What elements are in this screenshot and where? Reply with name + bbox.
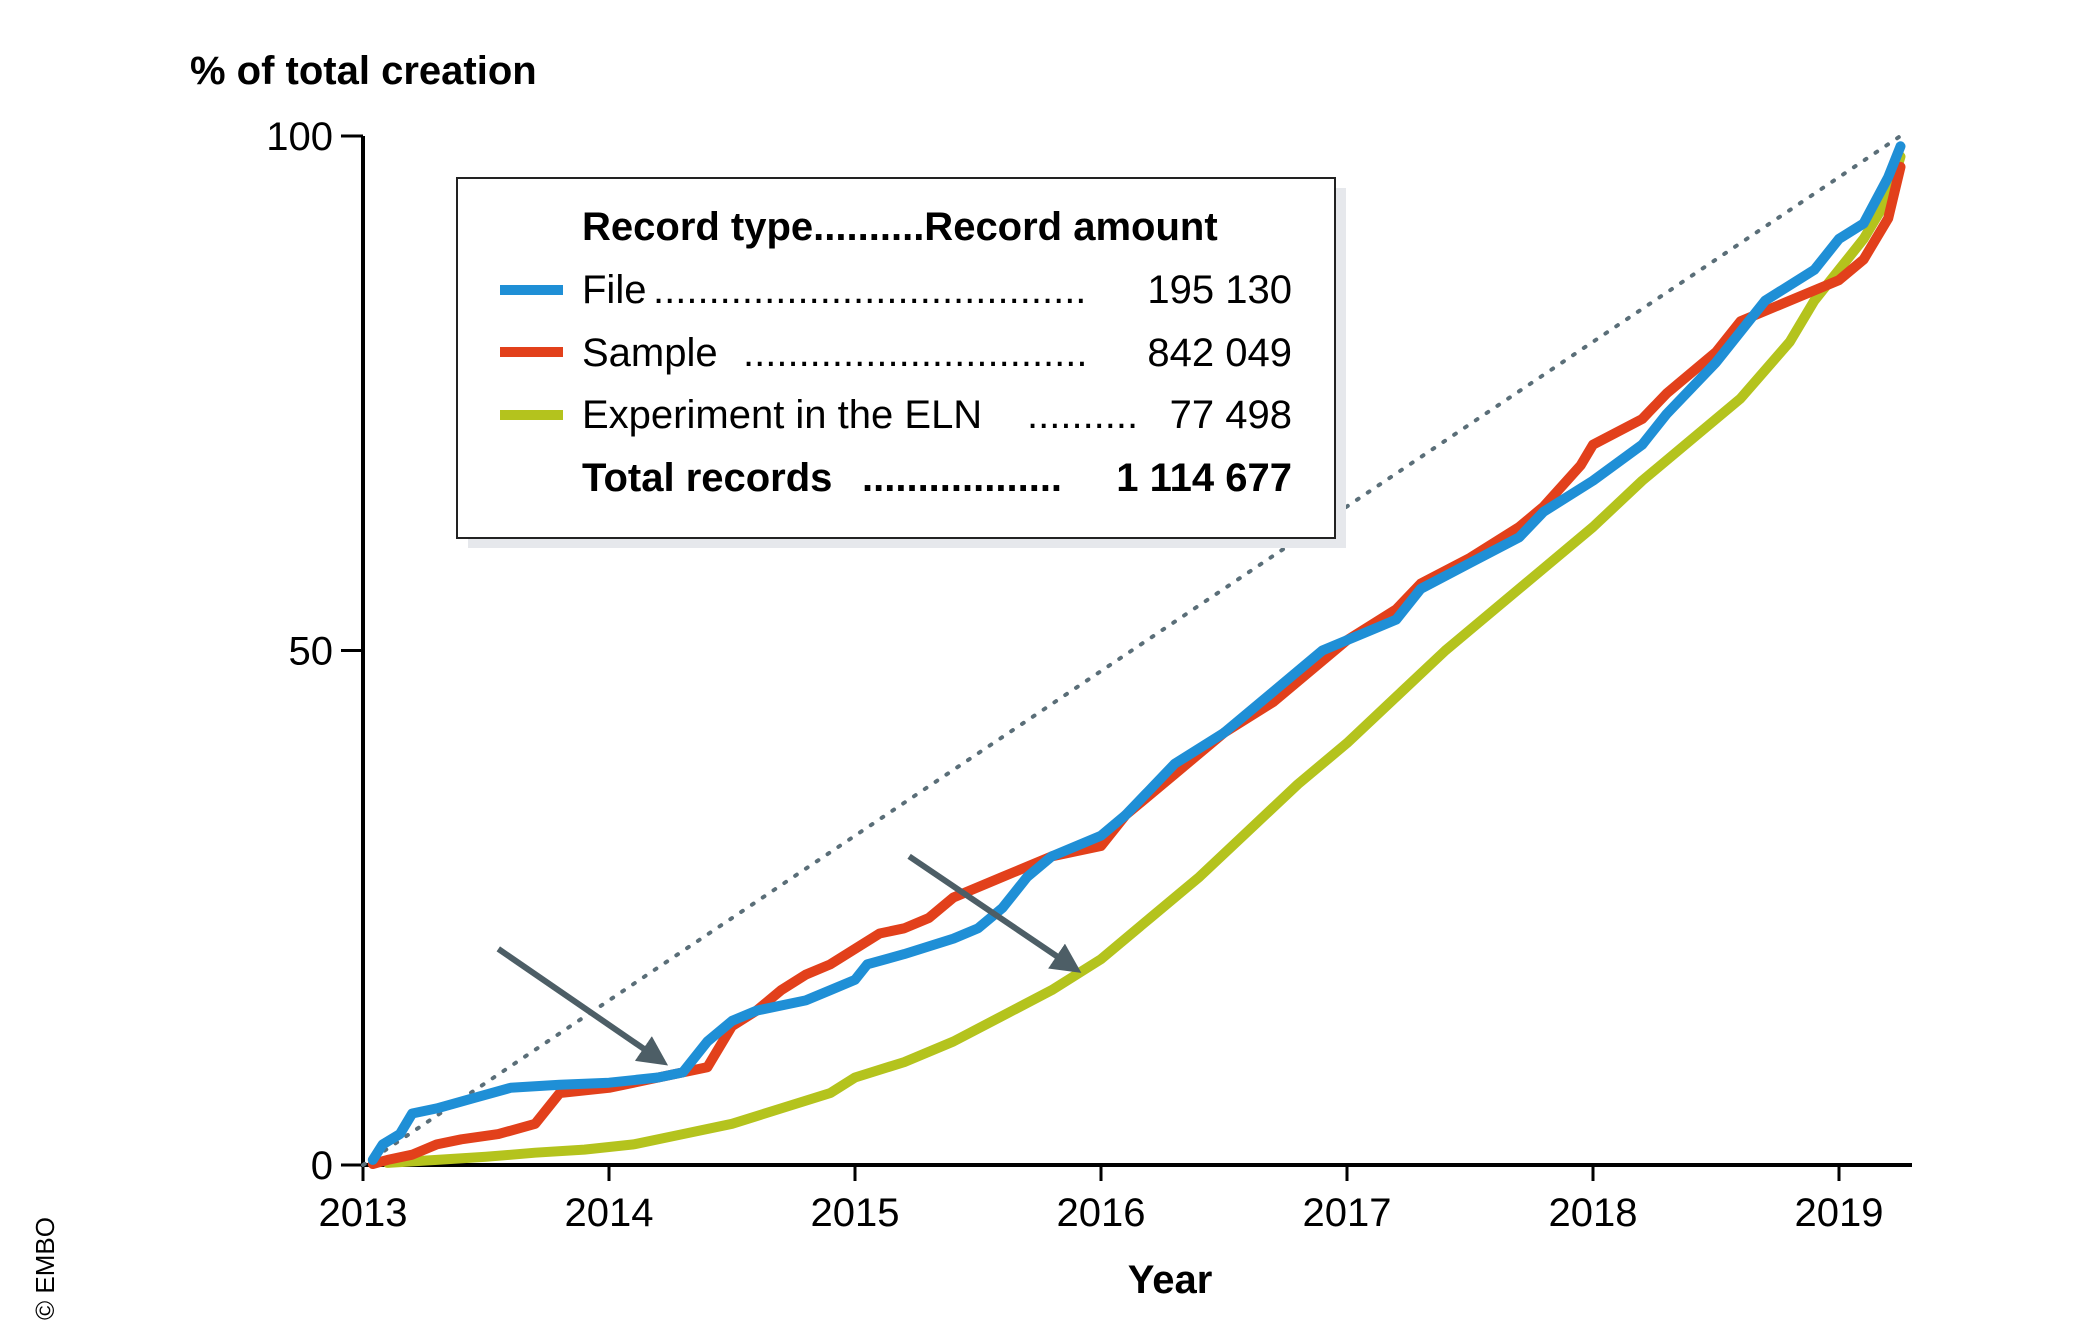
series-line-file xyxy=(367,141,1906,1165)
y-tick-label: 100 xyxy=(266,115,333,159)
legend-header: Record type..........Record amount xyxy=(582,205,1218,249)
x-tick-label: 2013 xyxy=(319,1191,408,1235)
series-layer xyxy=(367,141,1906,1169)
x-tick-label: 2018 xyxy=(1549,1191,1638,1235)
legend-entry-experiment-dots: .......... xyxy=(1027,393,1138,437)
legend-entry-file-name: File xyxy=(582,268,646,312)
legend-box xyxy=(456,177,1336,539)
reference-dotted-line xyxy=(361,134,1903,1167)
series-line-experiment xyxy=(382,151,1906,1168)
legend-entry-sample-dots: ............................... xyxy=(743,331,1088,375)
legend: Record type..........Record amount File … xyxy=(456,177,1346,548)
annotation-arrows xyxy=(496,853,1082,1066)
annotation-arrow xyxy=(907,853,1082,973)
legend-total-dots: .................. xyxy=(862,456,1062,500)
y-tick-label: 0 xyxy=(311,1144,333,1188)
legend-entry-experiment-value: 77 498 xyxy=(1170,393,1292,437)
annotation-arrow xyxy=(496,946,669,1066)
y-tick-label: 50 xyxy=(289,630,334,674)
x-axis-title: Year xyxy=(1128,1258,1213,1302)
x-axis-ticks: 2013 2014 2015 2016 2017 2018 2019 xyxy=(319,1165,1884,1235)
x-tick-label: 2014 xyxy=(565,1191,654,1235)
x-tick-label: 2019 xyxy=(1795,1191,1884,1235)
x-tick-label: 2016 xyxy=(1057,1191,1146,1235)
x-tick-label: 2015 xyxy=(811,1191,900,1235)
legend-entry-sample-name: Sample xyxy=(582,331,718,375)
y-axis-ticks: 0 50 100 xyxy=(266,115,363,1188)
legend-entry-file-value: 195 130 xyxy=(1147,268,1292,312)
legend-entry-file-dots: ....................................... xyxy=(653,268,1086,312)
legend-entry-experiment-name: Experiment in the ELN xyxy=(582,393,982,437)
legend-total-value: 1 114 677 xyxy=(1116,456,1292,500)
copyright-text: © EMBO xyxy=(30,1217,60,1320)
series-line-sample xyxy=(367,161,1906,1169)
legend-total-label: Total records xyxy=(582,456,832,500)
legend-entry-sample-value: 842 049 xyxy=(1147,331,1292,375)
y-axis-title: % of total creation xyxy=(190,49,537,93)
x-tick-label: 2017 xyxy=(1303,1191,1392,1235)
